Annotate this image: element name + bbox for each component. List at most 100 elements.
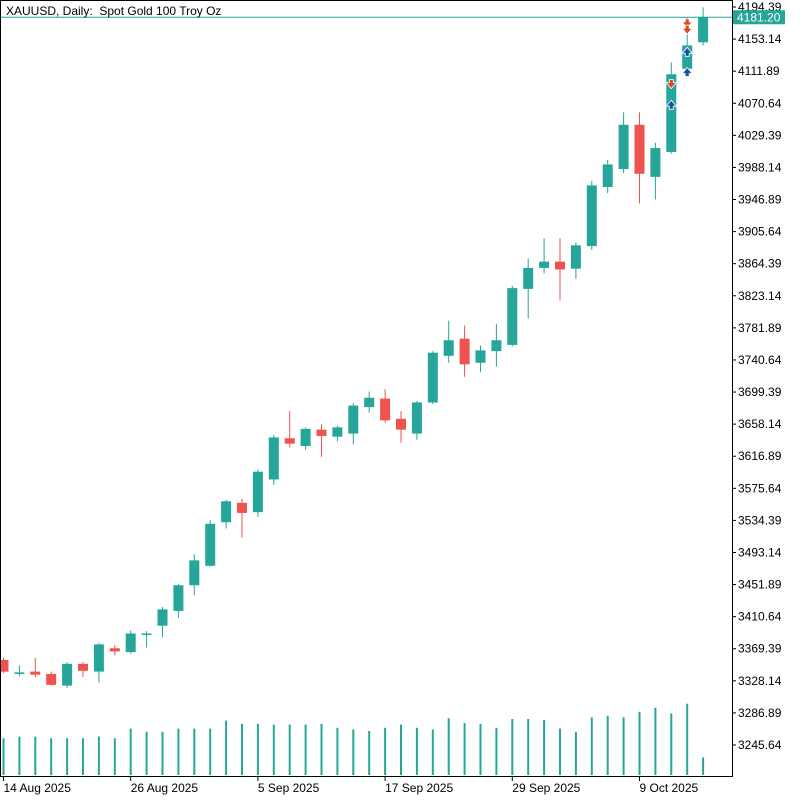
price-tick-label: 3369.39 (738, 642, 782, 656)
price-tick-label: 4153.14 (738, 32, 782, 46)
candle-body (157, 609, 168, 626)
price-tick-label: 3286.89 (738, 706, 782, 720)
candle (586, 180, 597, 250)
candle (237, 498, 247, 538)
candle-body (189, 560, 200, 586)
candle-body (268, 437, 279, 480)
candle (78, 662, 88, 678)
candle-body (634, 124, 645, 174)
plot-frame (0, 0, 733, 777)
price-tick-label: 4070.64 (738, 96, 782, 110)
candle-body (491, 340, 502, 352)
candle (109, 645, 120, 656)
candle (570, 242, 581, 279)
candle-body (62, 663, 73, 686)
candle (650, 142, 661, 200)
candle-body (396, 418, 406, 430)
candle (411, 400, 422, 440)
candle (491, 323, 502, 367)
candle (475, 345, 486, 373)
candle-body (507, 288, 518, 345)
time-axis[interactable]: 14 Aug 2025 26 Aug 2025 5 Sep 2025 17 Sep 2… (3, 777, 699, 795)
price-tick-label: 3905.64 (738, 225, 782, 239)
candle-body (93, 644, 104, 672)
candle (618, 112, 629, 173)
candle-body (586, 185, 597, 247)
candle-body (427, 352, 438, 403)
price-tick-label: 3699.39 (738, 385, 782, 399)
price-tick-label: 3616.89 (738, 449, 782, 463)
candle-body (698, 17, 709, 43)
candle-body (523, 267, 534, 289)
candles (0, 7, 709, 688)
candle (125, 630, 136, 654)
candle-body (443, 340, 454, 356)
time-tick-label: 17 Sep 2025 (385, 781, 453, 795)
candle-body (284, 438, 295, 444)
candle (93, 642, 104, 683)
candle-body (459, 338, 470, 365)
candle (46, 671, 57, 686)
candle-body (332, 427, 343, 437)
candle-body (316, 429, 327, 436)
price-axis[interactable]: 4194.394153.144111.894070.644029.393988.… (732, 0, 782, 752)
candle (380, 389, 391, 423)
candle (284, 411, 295, 448)
sell-arrow-icon (665, 79, 678, 90)
candle-body (348, 405, 359, 434)
buy-arrow-icon (681, 46, 694, 57)
price-tick-label: 3575.64 (738, 481, 782, 495)
candle (507, 285, 518, 347)
candle (30, 657, 41, 678)
candle-body (205, 523, 216, 566)
buy-arrow-icon (665, 99, 678, 110)
candle-body (650, 148, 661, 177)
time-tick-label: 26 Aug 2025 (131, 781, 199, 795)
candle-body (0, 659, 9, 672)
sell-arrow-icon (681, 24, 694, 35)
candle-body (475, 350, 486, 363)
time-tick-label: 14 Aug 2025 (4, 781, 72, 795)
candle-body (30, 671, 41, 675)
price-tick-label: 3781.89 (738, 321, 782, 335)
price-tick-label: 3328.14 (738, 674, 782, 688)
candle (62, 662, 73, 688)
volume-bars (2, 703, 705, 775)
candle-body (411, 402, 422, 434)
price-tick-label: 3534.39 (738, 513, 782, 527)
price-tick-label: 3658.14 (738, 417, 782, 431)
candle (523, 258, 534, 319)
candle (0, 657, 9, 674)
candle-body (364, 397, 375, 408)
price-tick-label: 3493.14 (738, 545, 782, 559)
candle (332, 425, 343, 442)
candle (300, 427, 311, 450)
candle-body (237, 502, 247, 513)
candle-body (539, 261, 550, 268)
candle-body (78, 663, 88, 671)
candle (698, 7, 709, 46)
candle (443, 320, 454, 363)
candle-body (14, 672, 25, 674)
chart-title: XAUUSD, Daily: Spot Gold 100 Troy Oz (6, 4, 222, 18)
candle (364, 391, 375, 413)
candle-body (602, 164, 613, 187)
candle (396, 411, 406, 443)
candle (189, 554, 200, 596)
candle (539, 238, 550, 274)
trade-arrows (665, 18, 694, 110)
candle (14, 665, 25, 677)
time-tick-label: 5 Sep 2025 (258, 781, 320, 795)
time-tick-label: 9 Oct 2025 (640, 781, 699, 795)
candle-body (173, 585, 184, 611)
candle (221, 499, 232, 529)
candle-body (221, 501, 232, 523)
candle (268, 435, 279, 485)
candle (173, 583, 184, 618)
price-tag-box (733, 10, 785, 25)
time-tick-label: 29 Sep 2025 (512, 781, 580, 795)
price-tick-label: 4111.89 (738, 64, 780, 78)
candle (348, 403, 359, 445)
